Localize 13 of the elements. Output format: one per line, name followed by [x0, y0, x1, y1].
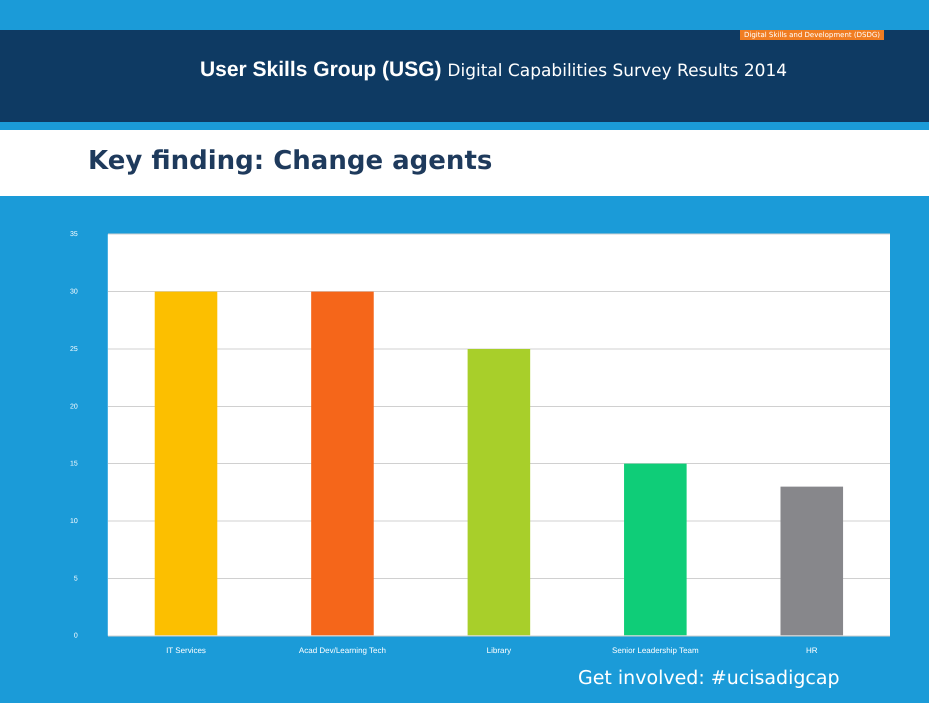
chart-title: Key finding: Change agents — [88, 146, 492, 176]
x-tick-label: HR — [806, 646, 818, 655]
bar — [311, 292, 374, 636]
chart-subtitle: User Skills Group (USG) Digital Capabilities Survey Results 2014 — [200, 58, 788, 82]
x-tick-label: IT Services — [166, 646, 206, 655]
bar — [624, 464, 687, 636]
bar — [154, 292, 218, 636]
bar — [468, 348, 530, 636]
x-tick-label: Acad Dev/Learning Tech — [298, 646, 386, 655]
x-tick-label: Library — [486, 646, 512, 655]
bar — [780, 486, 844, 636]
text: Get involved: #ucisadigcap — [578, 667, 840, 689]
x-tick-label: Senior Leadership Team — [612, 646, 699, 655]
